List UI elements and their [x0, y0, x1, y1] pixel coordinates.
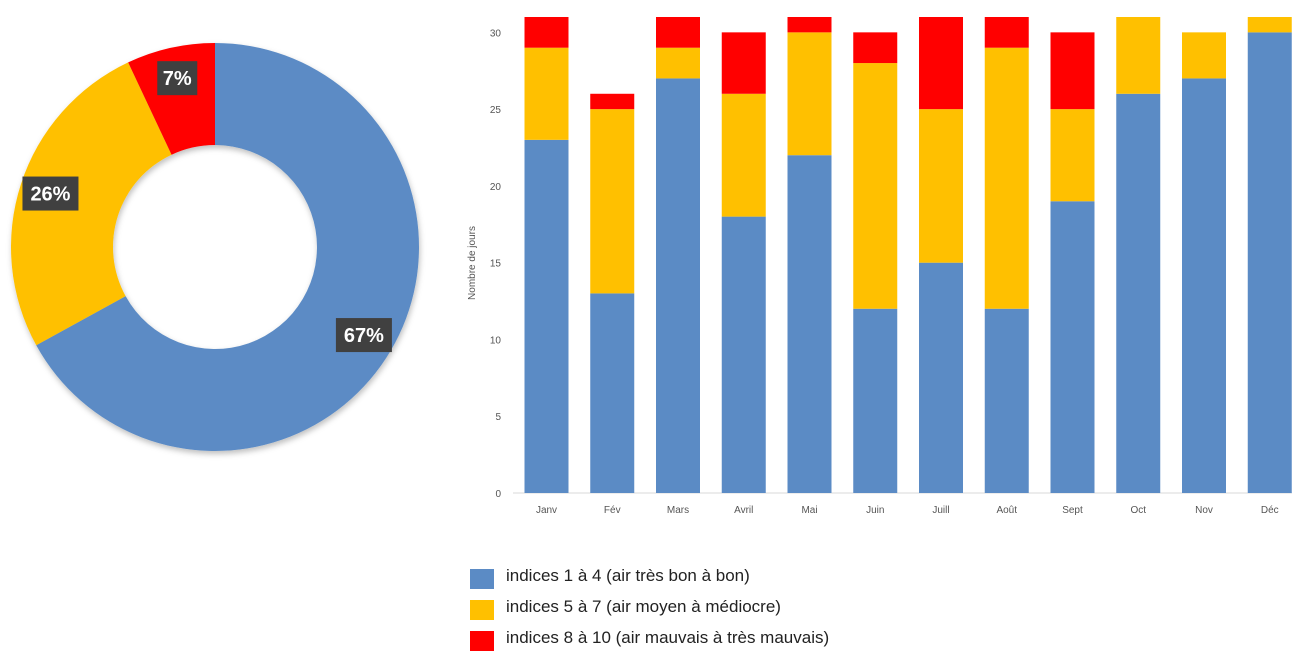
x-tick-label-3: Avril	[734, 505, 753, 516]
y-tick-label-1: 5	[495, 412, 501, 423]
y-tick-label-3: 15	[490, 259, 502, 270]
x-tick-label-9: Oct	[1130, 505, 1146, 516]
x-tick-label-2: Mars	[667, 505, 689, 516]
donut-slice-0	[36, 43, 420, 451]
bar-segment-8-2	[1050, 32, 1095, 110]
bar-segment-8-0	[1050, 201, 1095, 494]
donut-label-1: 26%	[30, 184, 70, 206]
bar-segment-1-1	[590, 109, 635, 294]
donut-label-2: 7%	[163, 68, 192, 90]
y-axis-title: Nombre de jours	[467, 226, 478, 300]
x-tick-label-11: Déc	[1261, 505, 1279, 516]
donut-chart: 67% 26% 7%	[10, 43, 420, 451]
bar-segment-8-1	[1050, 109, 1095, 202]
bar-segment-9-0	[1116, 93, 1161, 493]
stacked-bar-chart: Nombre de jours 0 5 10 15 20 25 30 Janv Fév Mars…	[467, 17, 1292, 516]
x-tick-label-0: Janv	[536, 505, 557, 516]
legend-label-bad: indices 8 à 10 (air mauvais à très mauva…	[506, 628, 830, 647]
x-tick-label-1: Fév	[604, 505, 621, 516]
bar-segment-5-1	[853, 63, 898, 309]
bar-segment-5-0	[853, 308, 898, 493]
bar-segment-1-2	[590, 93, 635, 110]
bar-segment-6-2	[919, 17, 963, 110]
bar-segment-10-1	[1182, 32, 1226, 79]
bar-segment-1-0	[590, 293, 635, 493]
donut-slice-1	[10, 62, 172, 346]
legend-label-good: indices 1 à 4 (air très bon à bon)	[506, 566, 750, 585]
bar-segment-6-1	[919, 109, 963, 263]
bar-segment-11-1	[1247, 17, 1292, 33]
y-tick-label-6: 30	[490, 28, 502, 39]
y-tick-label-5: 25	[490, 105, 502, 116]
bar-segment-7-2	[984, 17, 1029, 48]
bar-segment-7-0	[984, 308, 1029, 493]
bar-segment-2-1	[656, 47, 700, 79]
bar-segment-0-0	[524, 139, 569, 493]
x-tick-label-7: Août	[996, 505, 1017, 516]
bar-segment-2-0	[656, 78, 700, 493]
bar-segment-9-1	[1116, 17, 1161, 94]
bar-segment-3-1	[721, 93, 766, 217]
bar-segment-4-2	[787, 17, 832, 33]
legend-label-medium: indices 5 à 7 (air moyen à médiocre)	[506, 597, 781, 616]
bar-segment-5-2	[853, 32, 898, 64]
bar-segment-3-2	[721, 32, 766, 94]
donut-label-box-0	[335, 318, 392, 353]
donut-label-0: 67%	[344, 325, 384, 347]
bar-segment-10-0	[1182, 78, 1226, 493]
bar-segment-0-2	[524, 17, 569, 48]
y-tick-label-2: 10	[490, 335, 502, 346]
bar-segment-4-0	[787, 155, 832, 493]
bar-segment-0-1	[524, 47, 569, 140]
y-tick-label-0: 0	[495, 489, 501, 500]
bar-segment-4-1	[787, 32, 832, 156]
x-tick-label-10: Nov	[1195, 505, 1213, 516]
donut-label-box-2	[157, 61, 198, 96]
legend-swatch-good	[470, 569, 494, 589]
x-tick-label-6: Juill	[932, 505, 949, 516]
legend-swatch-medium	[470, 600, 494, 620]
x-tick-label-5: Juin	[866, 505, 884, 516]
x-tick-label-8: Sept	[1062, 505, 1083, 516]
bar-segment-11-0	[1247, 32, 1292, 494]
bar-segment-6-0	[919, 262, 963, 493]
y-tick-label-4: 20	[490, 182, 502, 193]
x-tick-label-4: Mai	[801, 505, 817, 516]
legend-swatch-bad	[470, 631, 494, 651]
bar-segment-2-2	[656, 17, 700, 48]
donut-label-box-1	[22, 176, 79, 211]
bar-segment-7-1	[984, 47, 1029, 309]
bar-segment-3-0	[721, 216, 766, 493]
